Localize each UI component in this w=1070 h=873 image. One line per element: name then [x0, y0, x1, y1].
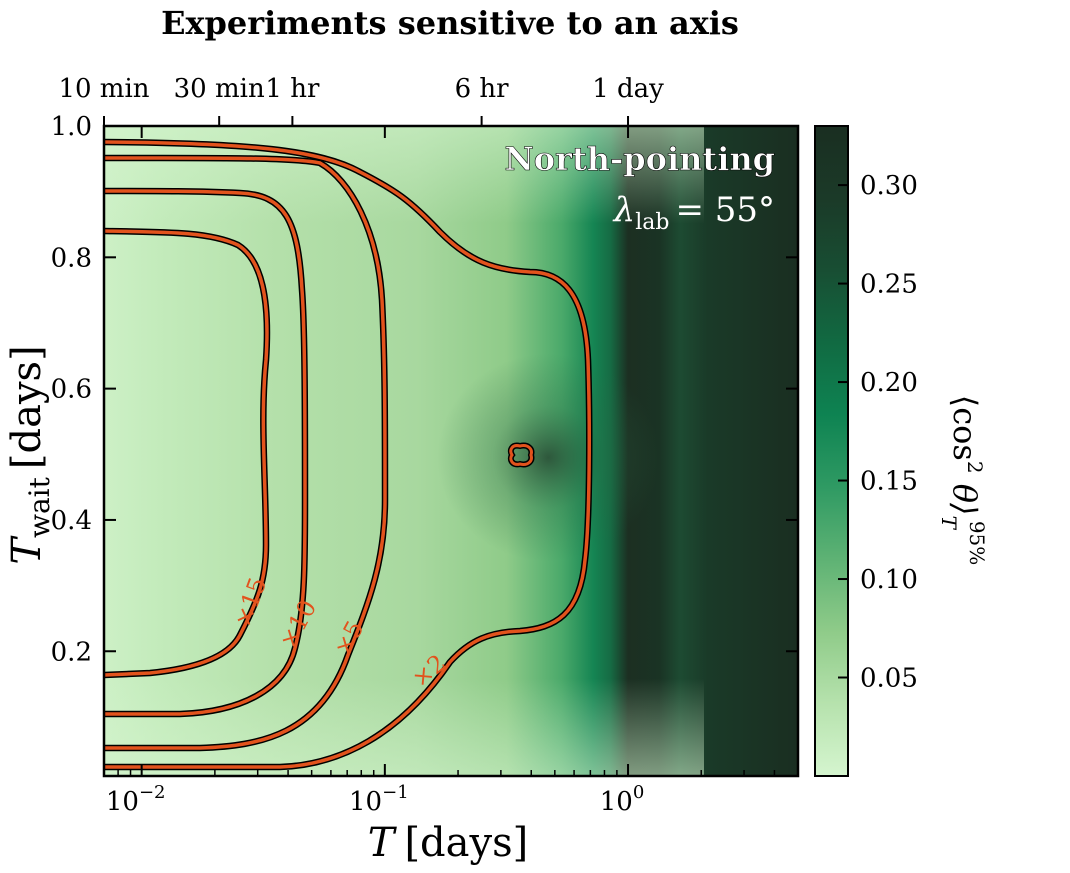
- contour-x10: [104, 187, 309, 718]
- colorbar-label: ⟨cos2 θ⟩T 95%: [937, 395, 989, 566]
- colorbar-tick-label: 0.30: [860, 171, 918, 201]
- top-tick-label: 10 min: [58, 74, 149, 104]
- contour-small-loop: [507, 442, 535, 468]
- colorbar: 0.05 0.10 0.15 0.20 0.25 0.30 ⟨cos2 θ⟩T 95%: [814, 125, 989, 777]
- chart-title: Experiments sensitive to an axis: [161, 4, 739, 42]
- colorbar-tick-label: 0.15: [860, 467, 918, 497]
- annotation-title: North-pointing: [505, 140, 776, 178]
- top-tick-label: 6 hr: [455, 74, 510, 104]
- colorbar-tick-label: 0.20: [860, 368, 918, 398]
- y-tick-label: 1.0: [51, 112, 92, 142]
- contour-x5: [104, 154, 389, 752]
- contour-lines: [104, 138, 593, 771]
- x-tick-label: 10−1: [349, 782, 409, 817]
- y-tick-label: 0.4: [51, 506, 92, 536]
- x-axis-ticks: 10−2 10−1 100: [106, 126, 799, 817]
- y-axis-label: Twait[days]: [4, 345, 56, 564]
- y-tick-label: 0.2: [51, 637, 92, 667]
- colorbar-tick-label: 0.10: [860, 565, 918, 595]
- top-axis-ticks: 10 min 30 min 1 hr 6 hr 1 day: [58, 74, 664, 126]
- annotation-latitude: λlab = 55°: [612, 190, 775, 235]
- contour-x2: [104, 138, 593, 771]
- top-tick-label: 1 day: [592, 74, 664, 104]
- x-tick-label: 10−2: [106, 782, 166, 817]
- y-tick-label: 0.8: [51, 243, 92, 273]
- colorbar-tick-label: 0.25: [860, 270, 918, 300]
- x-tick-label: 100: [600, 782, 645, 817]
- annotation: North-pointing λlab = 55°: [504, 140, 776, 235]
- plot-frame: [102, 124, 800, 778]
- y-axis-ticks: 0.2 0.4 0.6 0.8 1.0: [51, 112, 798, 667]
- top-tick-label: 30 min: [174, 74, 265, 104]
- colorbar-ticks: 0.05 0.10 0.15 0.20 0.25 0.30: [838, 171, 918, 694]
- contour-x15: [104, 227, 271, 679]
- x-axis-label: T [days]: [368, 820, 528, 866]
- colorbar-tick-label: 0.05: [860, 664, 918, 694]
- top-tick-label: 1 hr: [265, 74, 320, 104]
- y-tick-label: 0.6: [51, 375, 92, 405]
